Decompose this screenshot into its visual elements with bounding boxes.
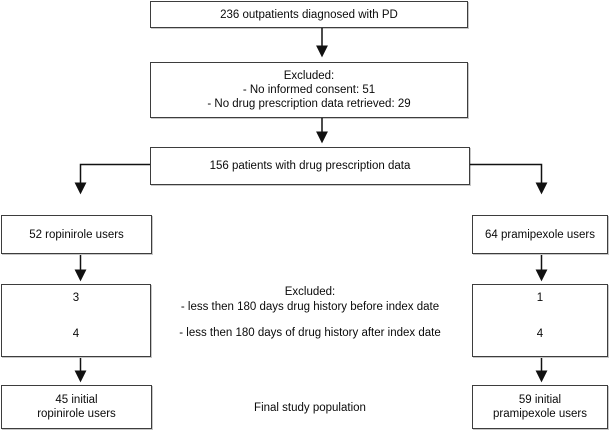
excluded-middle-item-before: - less then 180 days drug history before… — [180, 301, 440, 313]
node-pramipexole-label: 64 pramipexole users — [485, 228, 595, 241]
node-pramipexole-final: 59 initial pramipexole users — [472, 385, 608, 429]
excluded-top-item-consent: - No informed consent: 51 — [242, 84, 376, 96]
node-ropinirole-label: 52 ropinirole users — [29, 228, 124, 241]
node-prescription-label: 156 patients with drug prescription data — [209, 160, 411, 172]
pramipexole-excluded-count-before: 1 — [536, 292, 544, 304]
pramipexole-excluded-count-after: 4 — [536, 328, 544, 340]
ropinirole-excluded-count-before: 3 — [72, 292, 80, 304]
node-ropinirole-users: 52 ropinirole users — [1, 215, 152, 254]
ropinirole-final-line2: ropinirole users — [37, 408, 116, 420]
final-study-population-text: Final study population — [254, 402, 366, 414]
excluded-top-item-prescription: - No drug prescription data retrieved: 2… — [207, 98, 411, 110]
node-ropinirole-final: 45 initial ropinirole users — [1, 385, 152, 429]
node-pramipexole-users: 64 pramipexole users — [472, 215, 608, 254]
pramipexole-final-line1: 59 initial — [518, 394, 562, 406]
ropinirole-excluded-count-after: 4 — [72, 328, 80, 340]
node-pramipexole-excluded-counts: 1 4 — [472, 284, 608, 357]
pramipexole-final-line2: pramipexole users — [493, 408, 587, 420]
arrow-prescription-to-pramipexole — [470, 163, 548, 195]
excluded-middle-text: Excluded: - less then 180 days drug hist… — [150, 285, 470, 340]
node-outpatients-label: 236 outpatients diagnosed with PD — [220, 8, 398, 21]
excluded-top-title: Excluded: — [283, 70, 335, 82]
final-study-population-label: Final study population — [150, 401, 470, 415]
excluded-middle-item-after: - less then 180 days of drug history aft… — [179, 327, 441, 339]
node-excluded-consent: Excluded: - No informed consent: 51 - No… — [150, 62, 468, 118]
excluded-middle-title: Excluded: — [284, 286, 336, 298]
arrow-prescription-to-ropinirole — [74, 163, 150, 195]
node-ropinirole-excluded-counts: 3 4 — [1, 284, 151, 357]
node-prescription-data: 156 patients with drug prescription data — [150, 147, 470, 185]
node-outpatients: 236 outpatients diagnosed with PD — [150, 1, 468, 28]
ropinirole-final-line1: 45 initial — [55, 394, 98, 406]
